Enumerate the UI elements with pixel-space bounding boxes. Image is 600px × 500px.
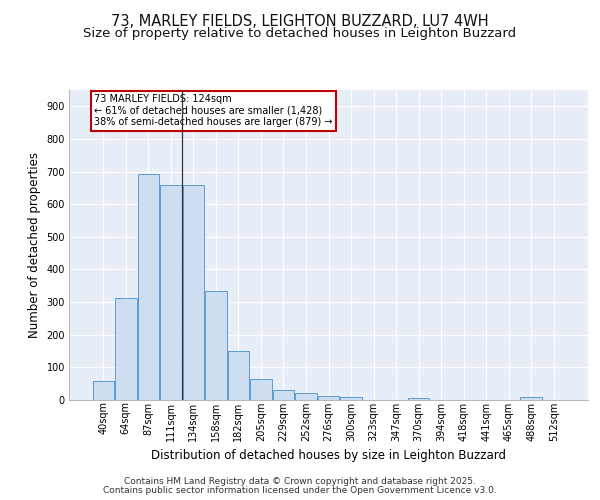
Bar [228, 351, 249, 400]
Y-axis label: Number of detached properties: Number of detached properties [28, 152, 41, 338]
Bar [92, 382, 114, 400]
Text: 73 MARLEY FIELDS: 124sqm
← 61% of detached houses are smaller (1,428)
38% of sem: 73 MARLEY FIELDS: 124sqm ← 61% of detach… [94, 94, 333, 127]
Bar [318, 396, 339, 400]
Bar [250, 379, 272, 400]
Text: Size of property relative to detached houses in Leighton Buzzard: Size of property relative to detached ho… [83, 28, 517, 40]
Bar [115, 298, 137, 400]
Bar [137, 174, 159, 400]
Bar [160, 185, 182, 400]
Bar [408, 398, 429, 400]
X-axis label: Distribution of detached houses by size in Leighton Buzzard: Distribution of detached houses by size … [151, 449, 506, 462]
Text: 73, MARLEY FIELDS, LEIGHTON BUZZARD, LU7 4WH: 73, MARLEY FIELDS, LEIGHTON BUZZARD, LU7… [111, 14, 489, 29]
Bar [273, 390, 294, 400]
Text: Contains public sector information licensed under the Open Government Licence v3: Contains public sector information licen… [103, 486, 497, 495]
Bar [520, 398, 542, 400]
Text: Contains HM Land Registry data © Crown copyright and database right 2025.: Contains HM Land Registry data © Crown c… [124, 477, 476, 486]
Bar [340, 396, 362, 400]
Bar [295, 394, 317, 400]
Bar [205, 290, 227, 400]
Bar [182, 185, 204, 400]
